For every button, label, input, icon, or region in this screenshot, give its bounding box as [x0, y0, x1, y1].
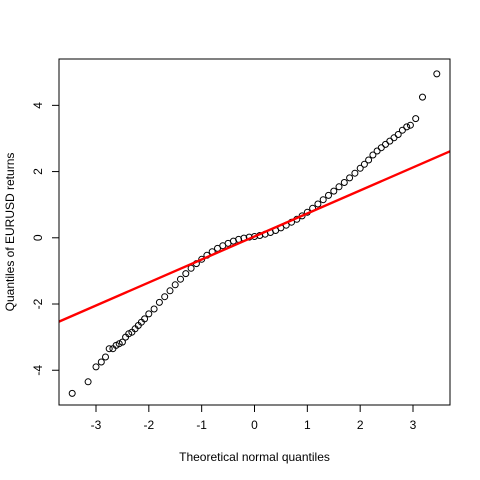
data-point	[68, 389, 76, 397]
points-layer	[68, 70, 441, 397]
data-point	[382, 140, 389, 148]
plot-frame	[58, 58, 451, 406]
x-tick-label: 1	[304, 418, 311, 432]
data-point	[386, 137, 394, 145]
data-point	[356, 164, 364, 172]
data-point	[102, 353, 109, 361]
y-tick-label: -4	[31, 365, 45, 376]
data-point	[330, 187, 338, 195]
data-point	[373, 147, 381, 155]
data-point	[369, 151, 377, 159]
data-point	[92, 363, 100, 371]
data-point	[419, 93, 426, 101]
data-point	[360, 160, 368, 168]
data-point	[182, 270, 190, 278]
data-point	[319, 196, 327, 204]
x-tick-label: -1	[196, 418, 207, 432]
x-tick-label: -2	[143, 418, 154, 432]
data-point	[150, 305, 158, 313]
data-point	[155, 298, 163, 306]
data-point	[412, 115, 420, 123]
data-point	[340, 179, 348, 186]
data-point	[171, 281, 179, 289]
data-point	[325, 191, 332, 199]
x-tick-label: -3	[91, 418, 102, 432]
data-point	[145, 310, 153, 318]
data-point	[398, 126, 406, 134]
data-point	[365, 156, 373, 164]
x-tick-label: 2	[357, 418, 364, 432]
data-point	[335, 183, 343, 191]
data-point	[161, 293, 169, 301]
x-tick-label: 0	[251, 418, 258, 432]
y-axis: -4 -2 0 2 4	[31, 102, 60, 376]
data-point	[166, 287, 174, 295]
x-tick-label: 3	[410, 418, 417, 432]
y-axis-label: Quantiles of EURUSD returns	[3, 153, 17, 312]
data-point	[97, 358, 105, 366]
y-tick-label: 0	[31, 234, 45, 241]
data-point	[314, 200, 322, 208]
data-point	[346, 174, 354, 182]
data-point	[84, 378, 92, 386]
data-point	[118, 338, 126, 346]
data-point	[406, 121, 414, 129]
y-tick-label: 2	[31, 168, 45, 175]
data-point	[377, 144, 385, 152]
data-point	[433, 70, 441, 78]
data-point	[403, 123, 411, 131]
data-point	[141, 315, 149, 323]
data-point	[351, 169, 359, 177]
y-tick-label: 4	[31, 102, 45, 109]
y-tick-label: -2	[31, 298, 45, 309]
data-point	[105, 345, 113, 353]
reference-line	[58, 150, 451, 323]
data-point	[177, 275, 184, 283]
data-point	[390, 134, 398, 142]
x-axis-label: Theoretical normal quantiles	[179, 450, 330, 464]
x-axis: -3 -2 -1 0 1 2 3	[91, 404, 417, 432]
data-point	[394, 131, 402, 138]
